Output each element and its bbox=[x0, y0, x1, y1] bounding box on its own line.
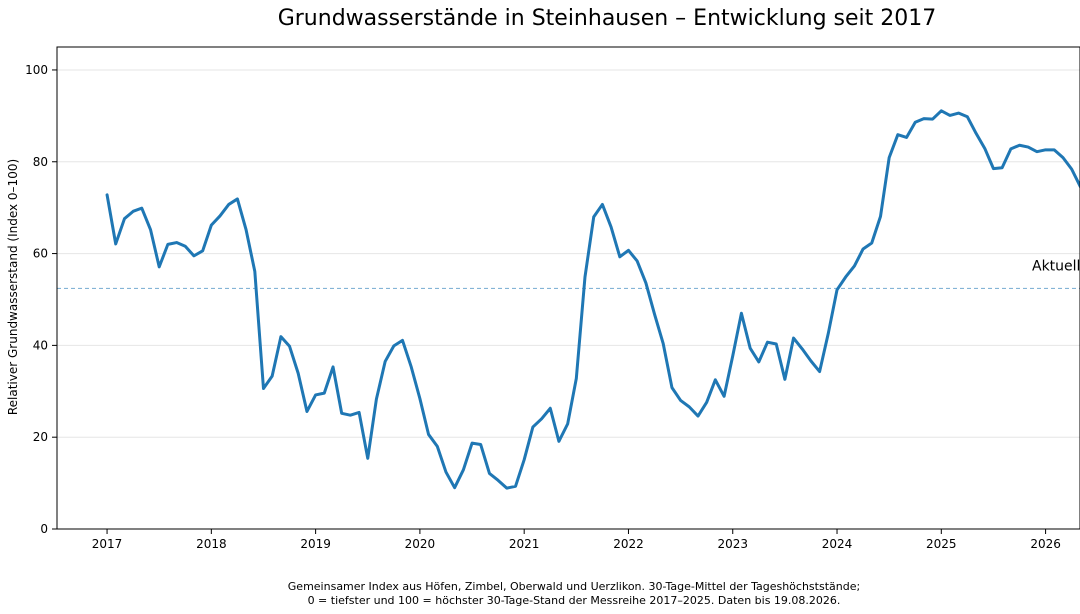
y-tick-label: 0 bbox=[40, 522, 48, 536]
y-tick-label: 60 bbox=[33, 247, 48, 261]
y-axis-label: Relativer Grundwasserstand (Index 0–100) bbox=[6, 159, 20, 415]
plot-frame bbox=[56, 46, 1080, 530]
y-axis-ticks: 0 20 40 60 80 100 bbox=[25, 63, 57, 536]
x-tick-label: 2025 bbox=[926, 537, 957, 551]
x-tick-label: 2020 bbox=[405, 537, 436, 551]
x-tick-label: 2026 bbox=[1030, 537, 1061, 551]
y-tick-label: 100 bbox=[25, 63, 48, 77]
chart-title: Grundwasserstände in Steinhausen – Entwi… bbox=[278, 6, 937, 31]
caption-line-2: 0 = tiefster und 100 = höchster 30-Tage-… bbox=[308, 594, 841, 607]
y-tick-label: 20 bbox=[33, 430, 48, 444]
x-tick-label: 2022 bbox=[613, 537, 644, 551]
x-tick-label: 2024 bbox=[822, 537, 853, 551]
reference-label: Aktuell bbox=[1032, 258, 1080, 274]
x-axis-ticks: 2017 2018 2019 2020 2021 2022 2023 2024 2025 2026 bbox=[92, 529, 1061, 551]
series-line bbox=[105, 109, 1080, 490]
y-tick-label: 80 bbox=[33, 155, 48, 169]
x-tick-label: 2018 bbox=[196, 537, 227, 551]
y-grid bbox=[57, 69, 1080, 438]
x-tick-label: 2023 bbox=[717, 537, 748, 551]
x-tick-label: 2019 bbox=[300, 537, 331, 551]
y-tick-label: 40 bbox=[33, 338, 48, 352]
x-tick-label: 2017 bbox=[92, 537, 123, 551]
x-tick-label: 2021 bbox=[509, 537, 540, 551]
caption-line-1: Gemeinsamer Index aus Höfen, Zimbel, Obe… bbox=[288, 580, 860, 593]
